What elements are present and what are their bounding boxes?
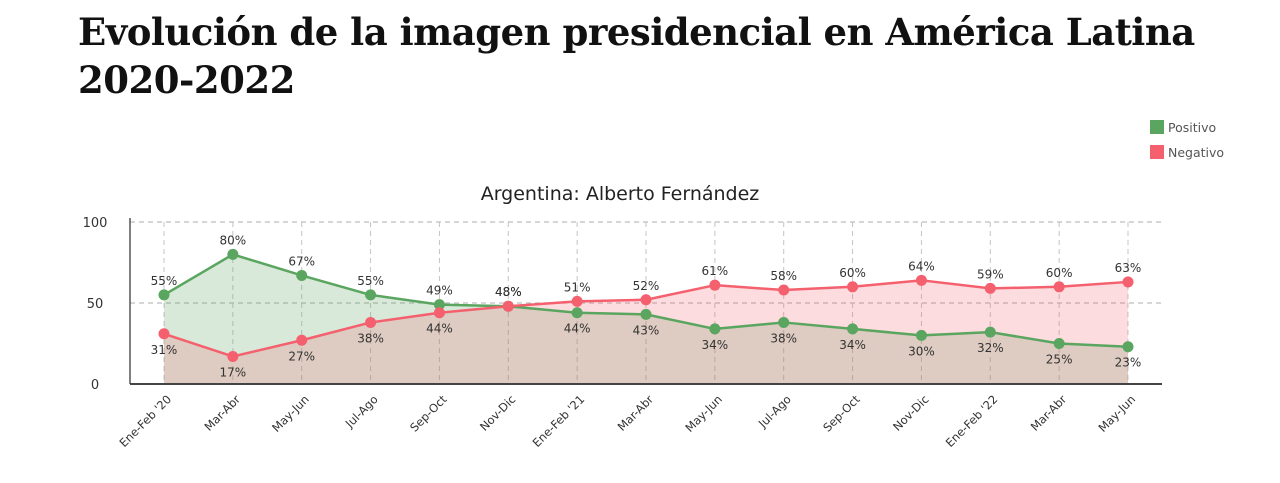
data-point-negativo: [915, 274, 927, 286]
x-tick-label: Jul-Ago: [755, 392, 794, 431]
x-tick-labels: Ene-Feb '20 Mar-Abr May-Jun Jul-Ago Sep-Oct N…: [116, 392, 1138, 450]
title-line-2: 2020-2022: [78, 58, 295, 102]
data-label-positivo: 34%: [702, 338, 729, 352]
page-title: Evolución de la imagen presidencial en A…: [78, 8, 1198, 104]
y-tick-label: 50: [87, 297, 104, 312]
data-point-positivo: [433, 299, 445, 311]
data-label-positivo: 25%: [1046, 353, 1073, 367]
data-point-negativo: [1122, 276, 1134, 288]
data-label-positivo: 32%: [977, 341, 1004, 355]
area-negativo: [164, 280, 1128, 384]
data-point-negativo: [365, 316, 377, 328]
x-tick-label: Ene-Feb '20: [116, 392, 174, 450]
data-point-positivo: [227, 248, 239, 260]
data-label-positivo: 30%: [908, 344, 935, 358]
data-label-positivo: 44%: [564, 322, 591, 336]
x-tick-label: Ene-Feb '21: [530, 392, 588, 450]
y-tick-label: 0: [91, 378, 99, 393]
x-tick-label: Nov-Dic: [890, 392, 931, 433]
data-point-positivo: [296, 269, 308, 281]
data-label-negativo: 52%: [633, 279, 660, 293]
data-point-negativo: [1053, 281, 1065, 293]
data-point-positivo: [984, 326, 996, 338]
y-tick-labels: 0 50 100: [83, 216, 108, 393]
data-label-negativo: 64%: [908, 259, 935, 273]
data-point-negativo: [984, 282, 996, 294]
data-point-positivo: [847, 323, 859, 335]
legend: Positivo Negativo: [1150, 120, 1224, 160]
data-label-positivo: 34%: [839, 338, 866, 352]
data-point-positivo: [571, 307, 583, 319]
data-point-negativo: [227, 350, 239, 362]
x-tick-label: Mar-Abr: [1028, 392, 1070, 434]
x-tick-label: Ene-Feb '22: [943, 392, 1001, 450]
data-label-negativo: 60%: [839, 266, 866, 280]
data-point-positivo: [640, 308, 652, 320]
data-label-negativo: 38%: [357, 331, 384, 345]
legend-swatch-negativo: [1150, 145, 1164, 159]
data-points: [158, 248, 1134, 362]
data-point-negativo: [847, 281, 859, 293]
data-label-positivo: 38%: [770, 331, 797, 345]
legend-label-positivo: Positivo: [1168, 120, 1216, 135]
legend-swatch-positivo: [1150, 120, 1164, 134]
data-point-negativo: [571, 295, 583, 307]
data-label-positivo: 55%: [357, 274, 384, 288]
axes: [129, 218, 1162, 385]
data-label-negativo: 51%: [564, 280, 591, 294]
data-labels: 55% 80% 67% 55% 49% 48% 44% 43% 34% 38% 34% 30% 32% 2…: [151, 233, 1142, 379]
chart-title: Argentina: Alberto Fernández: [481, 183, 760, 205]
data-label-positivo: 43%: [633, 323, 660, 337]
data-point-negativo: [433, 307, 445, 319]
data-point-positivo: [778, 316, 790, 328]
x-tick-label: May-Jun: [1095, 392, 1138, 435]
data-point-positivo: [1053, 338, 1065, 349]
y-tick-label: 100: [83, 216, 108, 231]
data-label-negativo: 27%: [288, 349, 315, 363]
data-point-positivo: [709, 323, 721, 335]
data-label-positivo: 48%: [495, 285, 522, 299]
data-label-negativo: 61%: [702, 264, 729, 278]
data-label-positivo: 55%: [151, 274, 178, 288]
x-tick-label: Nov-Dic: [477, 392, 518, 433]
data-point-positivo: [915, 329, 927, 341]
data-point-negativo: [296, 334, 308, 346]
data-label-negativo: 31%: [151, 343, 178, 357]
data-label-negativo: 48%: [495, 285, 522, 299]
x-tick-label: Sep-Oct: [820, 392, 863, 435]
data-label-negativo: 44%: [426, 322, 453, 336]
data-point-negativo: [709, 279, 721, 291]
data-point-positivo: [365, 289, 377, 301]
x-tick-label: May-Jun: [682, 392, 725, 435]
data-label-positivo: 23%: [1115, 356, 1142, 370]
legend-label-negativo: Negativo: [1168, 145, 1224, 160]
data-label-positivo: 80%: [220, 233, 247, 247]
data-label-positivo: 67%: [288, 254, 315, 268]
data-label-positivo: 49%: [426, 284, 453, 298]
x-tick-label: Sep-Oct: [407, 392, 450, 435]
data-point-negativo: [640, 294, 652, 306]
data-point-negativo: [158, 328, 170, 340]
data-label-negativo: 60%: [1046, 266, 1073, 280]
x-tick-label: Jul-Ago: [342, 392, 381, 431]
data-label-negativo: 63%: [1115, 261, 1142, 275]
data-point-negativo: [502, 300, 514, 312]
data-label-negativo: 58%: [770, 269, 797, 283]
x-tick-label: May-Jun: [269, 392, 312, 435]
title-line-1: Evolución de la imagen presidencial en A…: [78, 10, 1195, 54]
data-point-positivo: [1122, 341, 1134, 353]
data-label-negativo: 59%: [977, 267, 1004, 281]
x-tick-label: Mar-Abr: [201, 392, 243, 434]
x-tick-label: Mar-Abr: [615, 392, 657, 434]
data-point-positivo: [158, 289, 170, 301]
data-point-negativo: [778, 284, 790, 296]
data-label-negativo: 17%: [220, 365, 247, 379]
